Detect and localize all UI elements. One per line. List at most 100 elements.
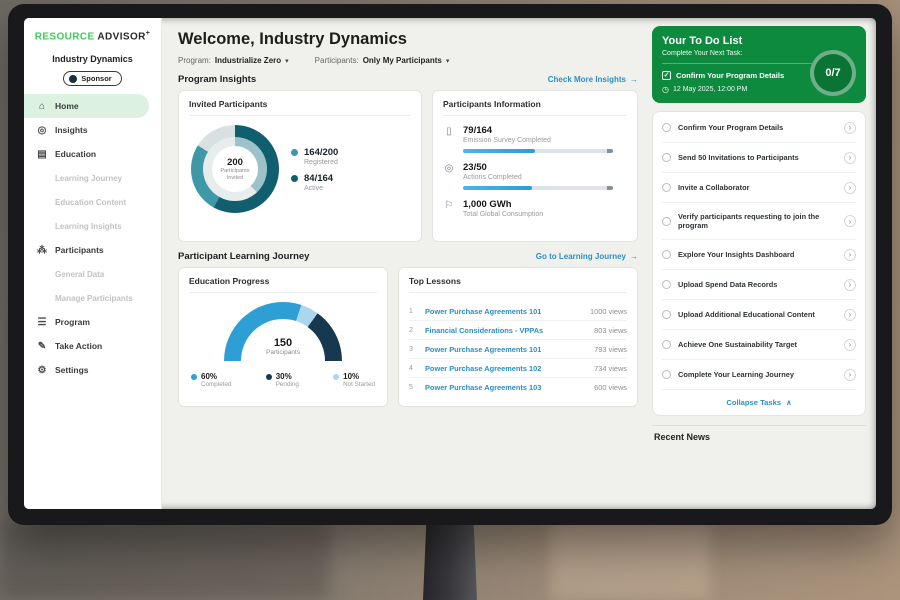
stat-value: 1,000 GWh xyxy=(463,199,512,210)
chevron-right-icon[interactable]: › xyxy=(844,151,856,164)
check-more-insights-link[interactable]: Check More Insights → xyxy=(548,75,638,84)
lesson-row: 1 Power Purchase Agreements 101 1000 vie… xyxy=(409,302,627,321)
todo-progress-ring: 0/7 xyxy=(810,50,856,96)
sidebar-item-manage-participants[interactable]: Manage Participants xyxy=(24,286,161,310)
chevron-right-icon[interactable]: › xyxy=(844,338,856,351)
task-row[interactable]: Verify participants requesting to join t… xyxy=(662,203,856,241)
chevron-right-icon[interactable]: › xyxy=(844,278,856,291)
chevron-right-icon[interactable]: › xyxy=(844,181,856,194)
sidebar-item-education-content[interactable]: Education Content xyxy=(24,190,161,214)
link-label: Go to Learning Journey xyxy=(535,252,626,261)
checkbox-icon[interactable]: ✓ xyxy=(662,71,671,80)
donut-chart-wrap: 200 Participants Invited 164/200 Registe… xyxy=(189,125,411,213)
sidebar-item-home[interactable]: ⌂ Home xyxy=(24,94,149,119)
active-dot xyxy=(291,174,298,182)
program-filter-dropdown[interactable]: Program: Industrialize Zero ▾ xyxy=(178,56,289,65)
lesson-views: 734 views xyxy=(594,363,627,373)
filter-bar: Program: Industrialize Zero ▾ Participan… xyxy=(178,56,638,65)
survey-icon: ▯ xyxy=(446,126,452,137)
todo-title: Your To Do List xyxy=(662,35,743,47)
lesson-link[interactable]: Financial Considerations - VPPAs xyxy=(425,325,544,335)
brand-plus: + xyxy=(145,30,151,37)
todo-next-task[interactable]: ✓ Confirm Your Program Details xyxy=(662,63,812,80)
task-checkbox[interactable] xyxy=(662,183,671,192)
sidebar-item-learning-journey[interactable]: Learning Journey xyxy=(24,166,161,190)
task-row[interactable]: Confirm Your Program Details › xyxy=(662,113,856,143)
sidebar: RESOURCE ADVISOR+ Industry Dynamics Spon… xyxy=(24,18,162,509)
task-row[interactable]: Complete Your Learning Journey › xyxy=(662,360,856,391)
arrow-right-icon: → xyxy=(630,75,638,84)
chevron-right-icon[interactable]: › xyxy=(844,121,856,134)
sidebar-item-education[interactable]: ▤ Education xyxy=(24,142,161,166)
legend-item-completed: 60% Completed xyxy=(191,372,231,388)
sponsor-icon xyxy=(69,74,78,83)
task-row[interactable]: Explore Your Insights Dashboard › xyxy=(662,240,856,271)
lesson-link[interactable]: Power Purchase Agreements 101 xyxy=(425,344,542,354)
stat-row-consumption: ⚐ 1,000 GWh Total Global Consumption xyxy=(443,199,627,218)
registered-dot xyxy=(291,148,298,156)
lesson-views: 1000 views xyxy=(590,306,627,316)
lesson-link[interactable]: Power Purchase Agreements 101 xyxy=(425,306,542,316)
legend-label: Completed xyxy=(201,381,232,388)
education-progress-card: Education Progress 150 Participants 60% xyxy=(178,267,388,407)
sidebar-item-insights[interactable]: ◎ Insights xyxy=(24,118,161,142)
sidebar-item-program[interactable]: ☰ Program xyxy=(24,310,161,334)
sidebar-item-label: Manage Participants xyxy=(55,293,133,303)
lesson-row: 3 Power Purchase Agreements 101 793 view… xyxy=(409,340,627,359)
task-label: Confirm Your Program Details xyxy=(678,122,784,132)
gauge-center-value: 150 xyxy=(273,337,293,349)
task-row[interactable]: Invite a Collaborator › xyxy=(662,173,856,203)
collapse-label: Collapse Tasks xyxy=(726,398,782,408)
task-checkbox[interactable] xyxy=(662,153,671,162)
invited-participants-card: Invited Participants 200 Participants In… xyxy=(178,90,422,242)
link-label: Check More Insights xyxy=(547,75,626,84)
task-checkbox[interactable] xyxy=(662,250,671,260)
progress-bar-endcap xyxy=(607,186,613,190)
next-task-label: Confirm Your Program Details xyxy=(676,71,785,80)
take-action-icon: ✎ xyxy=(37,340,47,352)
task-checkbox[interactable] xyxy=(662,310,671,320)
task-row[interactable]: Upload Spend Data Records › xyxy=(662,270,856,301)
task-row[interactable]: Achieve One Sustainability Target › xyxy=(662,330,856,361)
task-checkbox[interactable] xyxy=(662,370,671,380)
sidebar-item-settings[interactable]: ⚙ Settings xyxy=(24,358,161,382)
task-row[interactable]: Upload Additional Educational Content › xyxy=(662,300,856,331)
recent-news-header: Recent News xyxy=(652,425,866,442)
chevron-right-icon[interactable]: › xyxy=(844,368,856,381)
participants-filter-dropdown[interactable]: Participants: Only My Participants ▾ xyxy=(315,56,450,65)
monitor-bezel: RESOURCE ADVISOR+ Industry Dynamics Spon… xyxy=(8,4,892,525)
sidebar-item-participants[interactable]: ⁂ Participants xyxy=(24,238,161,262)
task-checkbox[interactable] xyxy=(662,216,671,226)
sidebar-item-label: Settings xyxy=(55,365,89,376)
sidebar-item-take-action[interactable]: ✎ Take Action xyxy=(24,334,161,358)
task-checkbox[interactable] xyxy=(662,280,671,290)
go-to-learning-journey-link[interactable]: Go to Learning Journey → xyxy=(536,252,638,261)
task-row[interactable]: Send 50 Invitations to Participants › xyxy=(662,143,856,173)
filter-label: Participants: xyxy=(314,56,359,65)
sidebar-item-label: Education xyxy=(55,149,97,160)
legend-label: Active xyxy=(304,184,324,192)
lesson-row: 2 Financial Considerations - VPPAs 803 v… xyxy=(409,321,627,340)
card-title: Education Progress xyxy=(189,276,377,293)
caret-up-icon: ∧ xyxy=(786,398,792,408)
chevron-right-icon[interactable]: › xyxy=(844,215,856,228)
lesson-link[interactable]: Power Purchase Agreements 102 xyxy=(425,363,542,373)
chevron-right-icon[interactable]: › xyxy=(844,308,856,321)
sidebar-item-label: Learning Journey xyxy=(55,173,123,183)
sidebar-item-learning-insights[interactable]: Learning Insights xyxy=(24,214,161,238)
location-icon: ⚐ xyxy=(444,200,454,211)
progress-bar-fill xyxy=(463,186,532,190)
legend-value: 84/164 xyxy=(304,172,334,184)
collapse-tasks-button[interactable]: Collapse Tasks ∧ xyxy=(662,390,856,414)
sidebar-item-general-data[interactable]: General Data xyxy=(24,262,161,286)
chevron-right-icon[interactable]: › xyxy=(844,248,856,261)
progress-bar-endcap xyxy=(607,149,613,153)
task-label: Upload Spend Data Records xyxy=(678,279,778,289)
task-checkbox[interactable] xyxy=(662,123,671,132)
task-label: Invite a Collaborator xyxy=(678,182,750,192)
legend-label: Pending xyxy=(275,381,299,388)
brand-primary: RESOURCE xyxy=(34,31,95,43)
lesson-link[interactable]: Power Purchase Agreements 103 xyxy=(425,382,542,392)
sidebar-item-label: Education Content xyxy=(55,197,127,207)
task-checkbox[interactable] xyxy=(662,340,671,350)
